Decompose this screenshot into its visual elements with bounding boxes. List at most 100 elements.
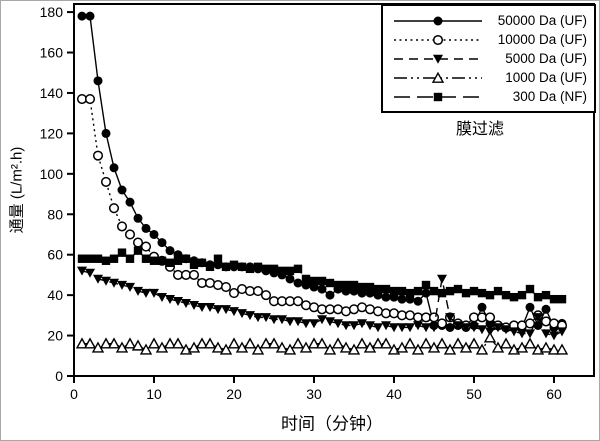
marker-open-circle — [212, 279, 224, 291]
marker-open-circle — [340, 306, 352, 317]
marker-open-circle — [252, 286, 264, 297]
marker-filled-square — [437, 288, 447, 298]
marker-open-triangle-up — [435, 337, 449, 349]
marker-filled-circle — [93, 76, 103, 86]
marker-filled-circle — [85, 11, 95, 21]
y-tick-label: 0 — [55, 368, 63, 384]
marker-filled-square — [509, 292, 519, 302]
y-tick-label: 100 — [40, 166, 64, 182]
marker-filled-circle — [541, 304, 551, 314]
marker-open-circle — [484, 312, 496, 323]
marker-filled-triangle-down — [77, 266, 87, 276]
y-tick-label: 160 — [40, 45, 64, 61]
marker-open-triangle-up — [403, 337, 417, 349]
marker-filled-triangle-down — [429, 323, 439, 333]
annotation-membrane-filtration: 膜过滤 — [455, 121, 505, 138]
marker-open-circle — [308, 302, 320, 313]
y-tick-label: 180 — [40, 4, 64, 20]
marker-filled-square — [533, 292, 543, 302]
marker-filled-square — [109, 254, 119, 263]
marker-open-triangle-up — [163, 337, 177, 349]
legend-sample-line — [394, 71, 482, 83]
legend-label: 1000 Da (UF) — [505, 70, 587, 85]
marker-filled-circle — [317, 284, 327, 294]
marker-filled-square — [181, 254, 191, 263]
marker-filled-triangle-down — [493, 323, 503, 333]
marker-filled-triangle-down — [357, 319, 367, 329]
marker-filled-triangle-down — [301, 319, 311, 329]
y-tick-label: 20 — [47, 328, 63, 344]
x-tick-label: 30 — [306, 386, 322, 402]
marker-filled-circle — [109, 163, 119, 173]
marker-open-circle — [436, 318, 448, 329]
marker-open-triangle-up — [283, 343, 297, 355]
marker-filled-triangle-down — [437, 274, 447, 284]
marker-open-triangle-up — [227, 337, 241, 349]
marker-open-triangle-up — [107, 337, 121, 349]
marker-filled-triangle-down — [349, 321, 359, 331]
marker-filled-triangle-down — [197, 303, 207, 313]
marker-open-triangle-up — [539, 341, 553, 353]
marker-filled-triangle-down — [397, 323, 407, 333]
legend-label: 5000 Da (UF) — [505, 51, 587, 66]
marker-filled-circle — [165, 246, 175, 256]
marker-filled-square — [213, 254, 223, 263]
marker-filled-square — [141, 254, 151, 263]
marker-filled-square — [197, 258, 207, 267]
marker-filled-square — [173, 256, 183, 265]
marker-open-triangle-up — [347, 343, 361, 355]
marker-filled-triangle-down — [373, 323, 383, 333]
marker-filled-square — [429, 286, 439, 296]
marker-filled-square — [349, 280, 359, 290]
marker-filled-square — [125, 254, 135, 263]
marker-filled-circle — [101, 128, 111, 138]
marker-filled-circle — [477, 302, 487, 312]
marker-filled-triangle-down — [405, 323, 415, 333]
marker-open-circle — [260, 290, 272, 301]
marker-open-circle — [236, 284, 248, 295]
marker-filled-square — [525, 284, 535, 294]
marker-open-circle — [404, 310, 416, 321]
marker-filled-square — [397, 286, 407, 296]
marker-open-triangle-up — [171, 337, 185, 349]
x-axis-title: 时间（分钟） — [281, 414, 383, 434]
marker-filled-circle — [525, 302, 535, 312]
marker-filled-triangle-down — [509, 327, 519, 337]
marker-open-triangle-up — [243, 337, 257, 349]
x-tick-label: 40 — [386, 386, 402, 402]
marker-open-triangle-up — [267, 337, 281, 349]
marker-filled-triangle-down — [365, 321, 375, 331]
marker-filled-square — [293, 264, 303, 274]
marker-filled-triangle-down — [93, 274, 103, 284]
marker-filled-triangle-down — [149, 288, 159, 298]
marker-filled-square — [261, 264, 271, 274]
marker-filled-triangle-down — [413, 321, 423, 331]
marker-open-circle — [300, 300, 312, 311]
marker-filled-square — [229, 260, 239, 270]
marker-filled-square — [157, 256, 167, 265]
x-tick-label: 50 — [466, 386, 482, 402]
marker-filled-square — [237, 262, 247, 272]
marker-open-triangle-up — [219, 343, 233, 355]
legend-item-1: 10000 Da (UF) — [392, 30, 587, 49]
marker-open-triangle-up — [307, 337, 321, 349]
marker-open-circle — [332, 304, 344, 315]
marker-open-circle — [348, 304, 360, 315]
marker-open-triangle-up — [467, 337, 481, 349]
marker-open-circle — [372, 306, 384, 317]
legend-sample-line — [394, 16, 482, 25]
marker-open-triangle-up — [123, 337, 137, 349]
marker-filled-square — [365, 282, 375, 292]
marker-open-triangle-up — [147, 337, 161, 349]
legend-label: 10000 Da (UF) — [497, 32, 587, 47]
marker-open-circle — [228, 288, 240, 299]
marker-open-circle — [516, 320, 528, 331]
legend-sample-line — [394, 54, 482, 64]
marker-filled-square — [277, 266, 287, 276]
marker-filled-square — [333, 280, 343, 290]
marker-filled-circle — [157, 238, 167, 248]
marker-filled-square — [253, 262, 263, 272]
marker-open-triangle-up — [451, 337, 465, 349]
marker-filled-circle-legend — [433, 16, 443, 25]
marker-open-triangle-up — [411, 343, 425, 355]
